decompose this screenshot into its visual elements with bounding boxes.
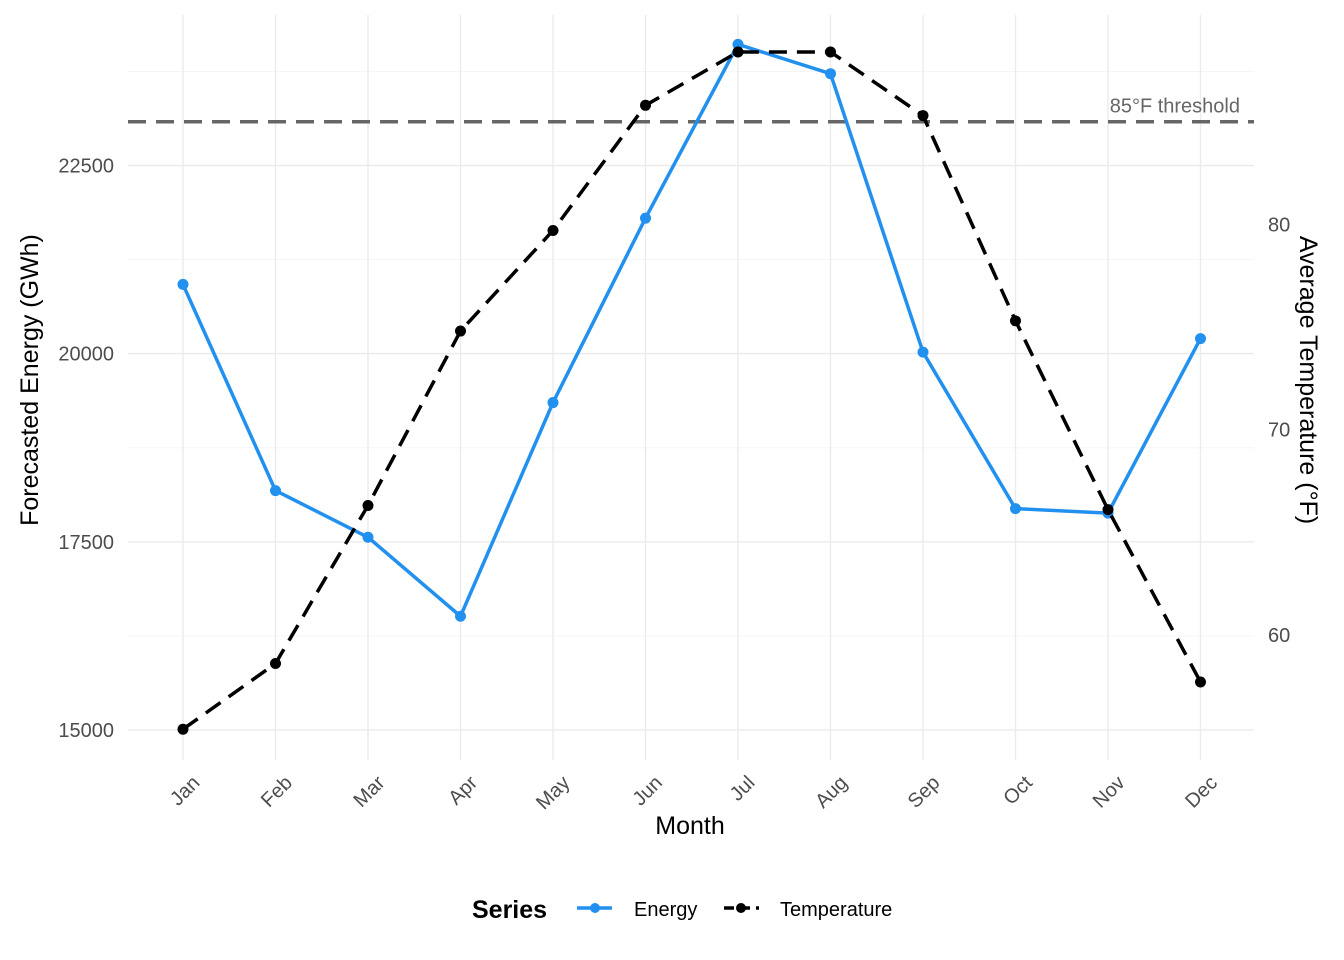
series-layer (177, 38, 1206, 735)
data-point-energy (270, 485, 281, 497)
legend-item-energy: Energy (577, 899, 697, 921)
data-point-energy (917, 346, 929, 358)
grid (128, 15, 1254, 760)
data-point-energy (732, 38, 744, 50)
data-point-temperature (732, 46, 744, 58)
legend-key-temperature-point (736, 903, 746, 913)
data-point-energy (640, 212, 651, 224)
data-point-energy (1195, 333, 1206, 345)
threshold-label: 85°F threshold (1110, 96, 1240, 118)
y-tick-label: 17500 (58, 532, 114, 554)
y2-tick-label: 70 (1268, 420, 1290, 442)
data-point-temperature (825, 46, 836, 58)
data-point-temperature (547, 224, 559, 236)
data-point-energy (825, 68, 836, 80)
y-tick-label: 15000 (58, 720, 114, 742)
legend-label-temperature: Temperature (780, 899, 892, 921)
series-line-temperature (181, 50, 1203, 731)
y2-tick-label: 80 (1268, 214, 1290, 236)
data-point-energy (455, 610, 466, 622)
x-axis-title: Month (655, 812, 724, 840)
right-axis: 60 70 80 (1268, 214, 1290, 646)
legend-key-energy-point (590, 903, 600, 913)
data-point-temperature (1102, 504, 1114, 516)
data-point-temperature (455, 325, 466, 337)
data-point-temperature (1010, 315, 1021, 327)
data-point-energy (547, 397, 559, 409)
threshold-layer: 85°F threshold (128, 96, 1254, 124)
y-axis-title: Forecasted Energy (GWh) (16, 234, 44, 526)
y-tick-label: 20000 (58, 344, 114, 366)
left-axis: 15000 17500 20000 22500 (58, 156, 114, 742)
y2-tick-label: 60 (1268, 625, 1290, 647)
data-point-energy (177, 278, 189, 290)
legend-label-energy: Energy (634, 899, 697, 921)
data-point-temperature (177, 723, 189, 735)
data-point-temperature (917, 110, 929, 122)
legend: Series Energy Temperature (472, 896, 892, 924)
y-tick-label: 22500 (58, 156, 114, 178)
data-point-temperature (1195, 676, 1206, 688)
data-point-temperature (362, 500, 374, 512)
data-point-temperature (640, 99, 651, 111)
legend-item-temperature: Temperature (724, 899, 892, 921)
data-point-energy (362, 531, 374, 543)
data-point-temperature (270, 658, 281, 670)
series-temperature (177, 46, 1206, 735)
data-point-energy (1010, 503, 1021, 515)
legend-title: Series (472, 896, 547, 924)
y2-axis-title: Average Temperature (°F) (1294, 236, 1322, 524)
